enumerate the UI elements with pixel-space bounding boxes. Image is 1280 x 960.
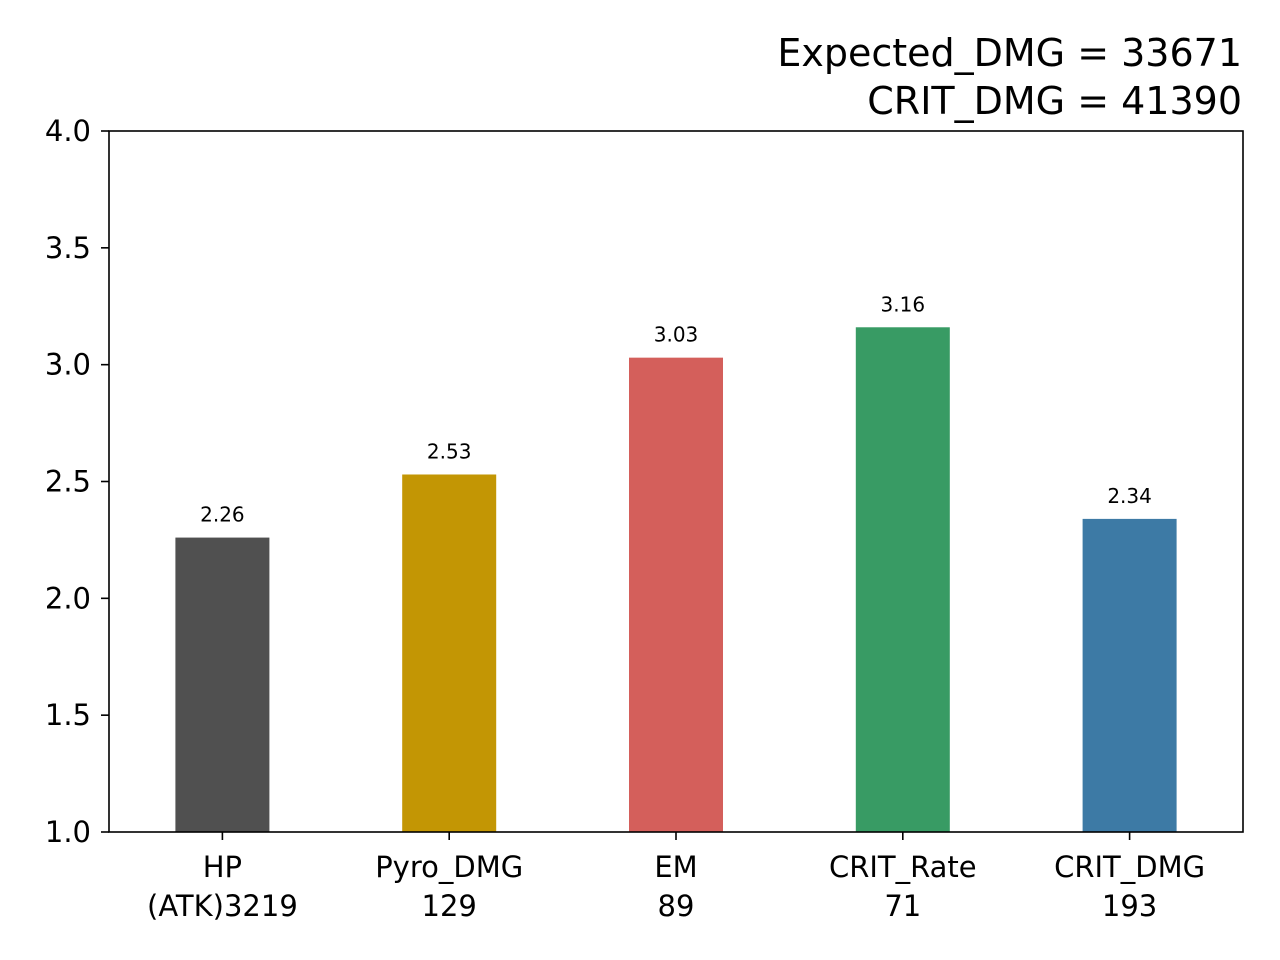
bar-value-label-2: 3.03 <box>654 323 699 347</box>
y-tick-label-3: 2.5 <box>45 465 91 499</box>
x-axis: HP (ATK)3219 Pyro_DMG 129 EM 89 CRIT_Rate 71 CRI… <box>147 832 1205 923</box>
x-tick-label-0: HP <box>203 850 242 884</box>
bar-0 <box>175 537 270 832</box>
bar-value-label-1: 2.53 <box>427 439 472 463</box>
bar-4 <box>1082 518 1177 832</box>
bar-value-label-3: 3.16 <box>881 292 926 316</box>
bar-2 <box>629 357 723 832</box>
y-tick-label-2: 2.0 <box>45 581 91 615</box>
y-axis: 1.0 1.5 2.0 2.5 3.0 3.5 4.0 <box>45 114 109 849</box>
x-tick-label-2: EM <box>654 850 697 884</box>
y-tick-label-5: 3.5 <box>45 231 91 265</box>
y-tick-label-0: 1.0 <box>45 815 91 849</box>
x-tick-sublabel-0: (ATK)3219 <box>147 889 298 923</box>
chart-title-line-1: Expected_DMG = 33671 <box>777 31 1242 75</box>
bar-3 <box>855 327 950 832</box>
y-tick-label-6: 4.0 <box>45 114 91 148</box>
x-tick-sublabel-3: 71 <box>884 889 921 923</box>
x-tick-sublabel-1: 129 <box>422 889 477 923</box>
x-tick-label-4: CRIT_DMG <box>1054 850 1205 884</box>
y-tick-label-4: 3.0 <box>45 348 91 382</box>
bar-value-label-4: 2.34 <box>1107 484 1152 508</box>
data-labels-layer: 2.26 2.53 3.03 3.16 2.34 <box>200 292 1152 526</box>
bar-value-label-0: 2.26 <box>200 503 245 527</box>
plot-frame <box>108 130 1244 833</box>
bar-1 <box>402 474 497 832</box>
x-tick-sublabel-4: 193 <box>1102 889 1157 923</box>
chart-title-line-2: CRIT_DMG = 41390 <box>867 79 1242 123</box>
y-tick-label-1: 1.5 <box>45 698 91 732</box>
x-tick-sublabel-2: 89 <box>658 889 695 923</box>
x-tick-label-1: Pyro_DMG <box>375 850 523 884</box>
bars-layer <box>175 327 1177 832</box>
x-tick-label-3: CRIT_Rate <box>829 850 977 884</box>
